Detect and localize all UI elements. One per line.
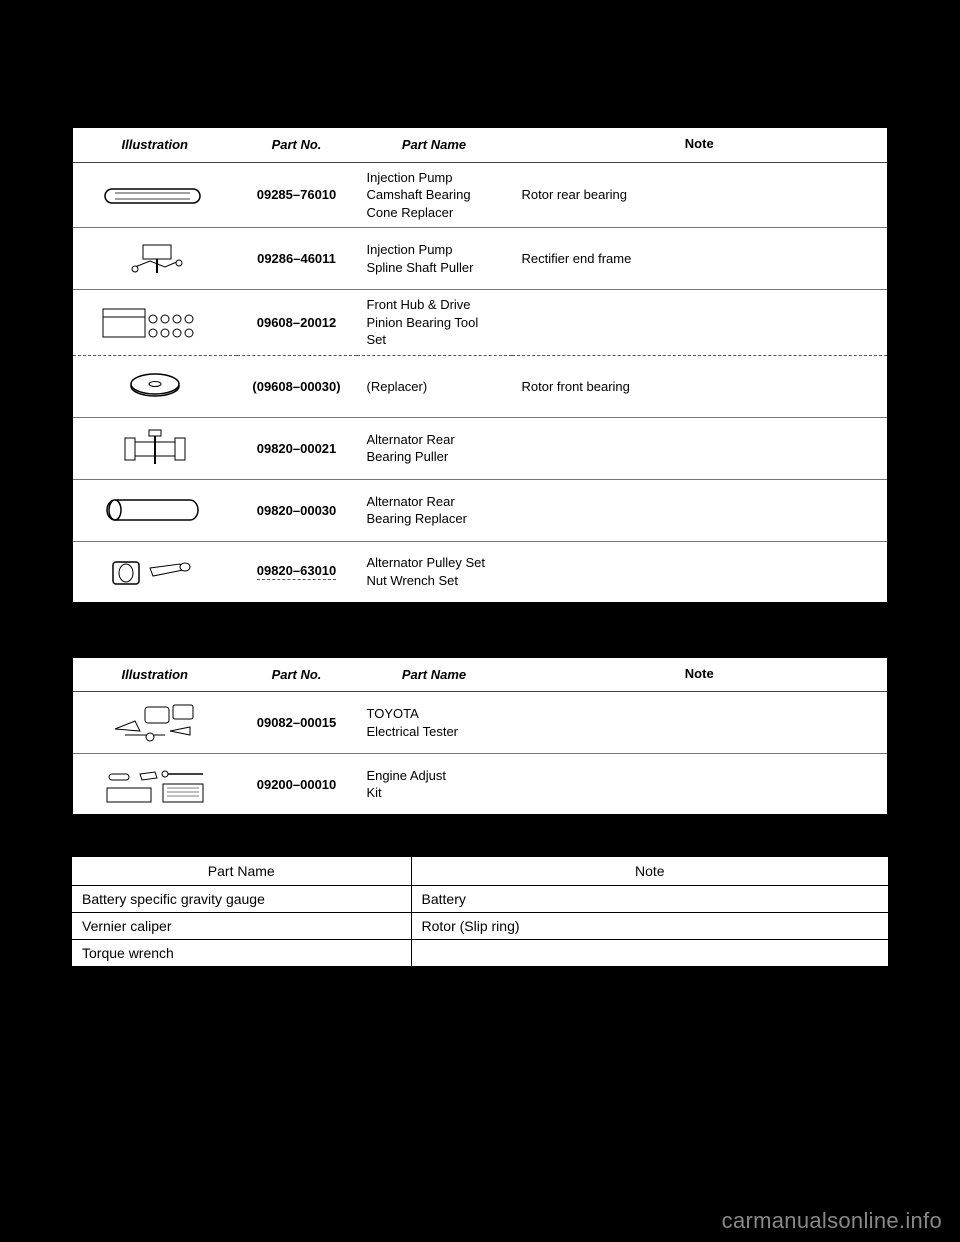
table-row: 09608–20012Front Hub & DrivePinion Beari…	[72, 290, 889, 356]
hdr2-note: Note	[512, 656, 889, 692]
table-row: 09286–46011Injection PumpSpline Shaft Pu…	[72, 228, 889, 290]
table-row: 09820–00030Alternator RearBearing Replac…	[72, 479, 889, 541]
table-row: 09082–00015TOYOTAElectrical Tester	[72, 692, 889, 754]
illustration-cell	[72, 417, 237, 479]
tools-body: 09285–76010Injection PumpCamshaft Bearin…	[72, 162, 889, 603]
hdr-illustration: Illustration	[72, 127, 237, 163]
equip-name-cell: Torque wrench	[71, 940, 411, 968]
table-row: 09820–63010Alternator Pulley SetNut Wren…	[72, 541, 889, 603]
note-cell	[512, 417, 889, 479]
illustration-cell	[72, 228, 237, 290]
equipment-table: Part Name Note Battery specific gravity …	[70, 855, 890, 968]
equip-name-cell: Battery specific gravity gauge	[71, 886, 411, 913]
illustration-cell	[72, 541, 237, 603]
note-cell: Rotor front bearing	[512, 355, 889, 417]
equip-body: Battery specific gravity gaugeBatteryVer…	[71, 886, 889, 968]
note-cell	[512, 479, 889, 541]
hdr-note: Note	[512, 127, 889, 163]
tool-illustration-icon	[95, 550, 215, 594]
tool-illustration-icon	[95, 237, 215, 281]
partno-cell: 09820–00030	[237, 479, 357, 541]
hdr2-illustration: Illustration	[72, 656, 237, 692]
tool-illustration-icon	[95, 173, 215, 217]
note-cell	[512, 541, 889, 603]
partno-cell: (09608–00030)	[237, 355, 357, 417]
illustration-cell	[72, 479, 237, 541]
equip-hdr-note: Note	[411, 856, 889, 886]
partname-cell: Front Hub & DrivePinion Bearing ToolSet	[357, 290, 512, 356]
table-row: Vernier caliperRotor (Slip ring)	[71, 913, 889, 940]
partname-cell: Alternator RearBearing Replacer	[357, 479, 512, 541]
illustration-cell	[72, 355, 237, 417]
note-cell: Rotor rear bearing	[512, 162, 889, 228]
partname-cell: Alternator RearBearing Puller	[357, 417, 512, 479]
table-row: 09200–00010Engine AdjustKit	[72, 754, 889, 816]
partno-cell: 09286–46011	[237, 228, 357, 290]
partname-cell: Injection PumpSpline Shaft Puller	[357, 228, 512, 290]
note-cell	[512, 754, 889, 816]
tool-illustration-icon	[95, 762, 215, 806]
note-cell	[512, 692, 889, 754]
partname-cell: Engine AdjustKit	[357, 754, 512, 816]
partno-cell: 09200–00010	[237, 754, 357, 816]
partname-cell: TOYOTAElectrical Tester	[357, 692, 512, 754]
partno-cell: 09608–20012	[237, 290, 357, 356]
hdr-partname: Part Name	[357, 127, 512, 163]
tester-header-row: Illustration Part No. Part Name Note	[72, 656, 889, 692]
illustration-cell	[72, 162, 237, 228]
tester-body: 09082–00015TOYOTAElectrical Tester09200–…	[72, 692, 889, 816]
equip-name-cell: Vernier caliper	[71, 913, 411, 940]
partname-cell: Injection PumpCamshaft BearingCone Repla…	[357, 162, 512, 228]
equip-header-row: Part Name Note	[71, 856, 889, 886]
tool-illustration-icon	[95, 301, 215, 345]
table-row: Battery specific gravity gaugeBattery	[71, 886, 889, 913]
equip-note-cell	[411, 940, 889, 968]
special-tools-table: Illustration Part No. Part Name Note 092…	[70, 125, 890, 605]
page-content: Illustration Part No. Part Name Note 092…	[70, 125, 890, 968]
tools-header-row: Illustration Part No. Part Name Note	[72, 127, 889, 163]
illustration-cell	[72, 290, 237, 356]
tester-table: Illustration Part No. Part Name Note 090…	[70, 655, 890, 818]
watermark-text: carmanualsonline.info	[722, 1208, 942, 1234]
note-cell: Rectifier end frame	[512, 228, 889, 290]
tool-illustration-icon	[95, 488, 215, 532]
illustration-cell	[72, 754, 237, 816]
hdr2-partname: Part Name	[357, 656, 512, 692]
equip-hdr-name: Part Name	[71, 856, 411, 886]
note-cell	[512, 290, 889, 356]
tool-illustration-icon	[95, 426, 215, 470]
table-row: 09820–00021Alternator RearBearing Puller	[72, 417, 889, 479]
table-row: (09608–00030)(Replacer)Rotor front beari…	[72, 355, 889, 417]
table-row: 09285–76010Injection PumpCamshaft Bearin…	[72, 162, 889, 228]
partno-cell: 09820–00021	[237, 417, 357, 479]
tool-illustration-icon	[95, 701, 215, 745]
illustration-cell	[72, 692, 237, 754]
hdr-partno: Part No.	[237, 127, 357, 163]
hdr2-partno: Part No.	[237, 656, 357, 692]
partname-cell: (Replacer)	[357, 355, 512, 417]
table-row: Torque wrench	[71, 940, 889, 968]
partno-cell: 09285–76010	[237, 162, 357, 228]
partno-cell: 09820–63010	[237, 541, 357, 603]
equip-note-cell: Rotor (Slip ring)	[411, 913, 889, 940]
tool-illustration-icon	[95, 364, 215, 408]
partno-cell: 09082–00015	[237, 692, 357, 754]
partname-cell: Alternator Pulley SetNut Wrench Set	[357, 541, 512, 603]
equip-note-cell: Battery	[411, 886, 889, 913]
